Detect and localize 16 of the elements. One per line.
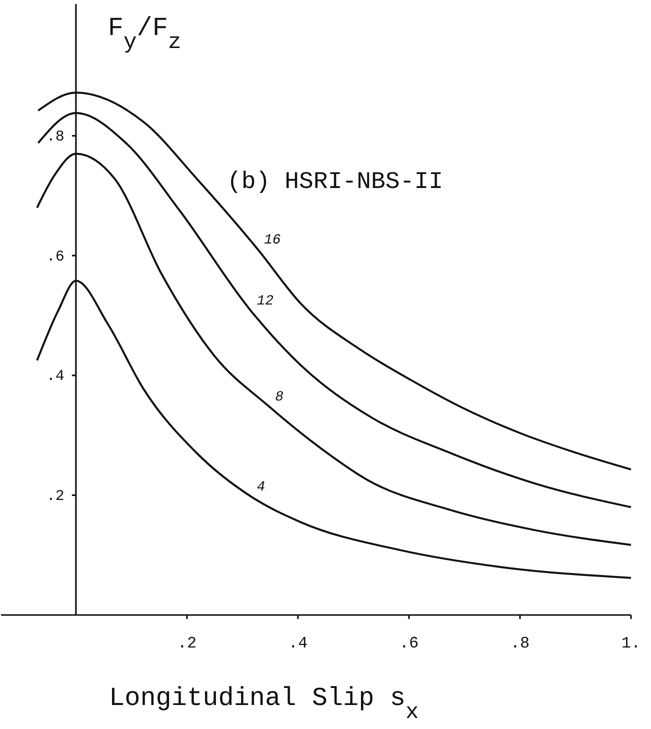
y-axis-title: F$_{y}$/F$_{z}$ (108, 13, 182, 54)
y-tick-label: .8 (46, 128, 64, 146)
series-label: 12 (256, 294, 274, 310)
x-tick-label: 1. (621, 634, 641, 653)
series-label: 8 (275, 390, 284, 406)
y-tick-label: .2 (46, 488, 64, 505)
x-tick-label: .6 (399, 634, 419, 653)
annotation: (b) HSRI-NBS-II (227, 169, 444, 196)
x-tick-label: .2 (177, 634, 197, 653)
x-axis-title: Longitudinal Slip s$_{x}$ (109, 683, 419, 724)
y-tick-label: .6 (46, 248, 64, 266)
y-tick-label: .4 (46, 368, 64, 386)
series-label: 16 (264, 232, 281, 249)
series-label: 4 (256, 479, 266, 496)
x-tick-label: .4 (288, 634, 308, 653)
x-tick-label: .8 (510, 634, 530, 653)
